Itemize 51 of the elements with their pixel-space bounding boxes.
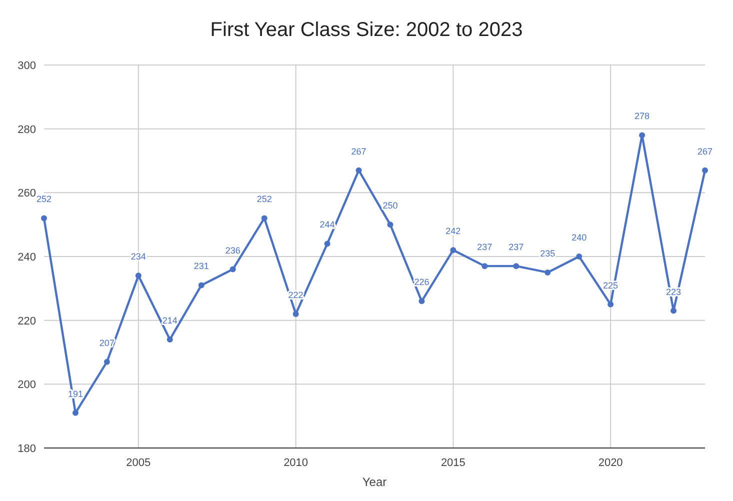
point bbox=[166, 336, 173, 342]
point bbox=[135, 272, 142, 279]
point bbox=[702, 167, 708, 174]
x-tick-label: 2015 bbox=[440, 457, 466, 469]
point bbox=[230, 266, 236, 272]
y-tick-label: 180 bbox=[18, 443, 36, 455]
data-label: 252 bbox=[36, 194, 52, 204]
data-label: 278 bbox=[634, 111, 650, 122]
data-label: 214 bbox=[162, 315, 178, 326]
point bbox=[72, 410, 78, 416]
point bbox=[387, 222, 394, 228]
point bbox=[544, 269, 551, 276]
data-label: 234 bbox=[130, 252, 146, 262]
x-tick-label: 2020 bbox=[598, 457, 623, 469]
x-tick-label: 2005 bbox=[126, 457, 151, 469]
point bbox=[450, 247, 456, 254]
point bbox=[324, 240, 330, 247]
data-label: 231 bbox=[194, 261, 209, 272]
y-tick-label: 240 bbox=[18, 252, 36, 264]
y-tick-label: 220 bbox=[18, 315, 36, 328]
x-axis-title: Year bbox=[362, 475, 387, 489]
y-tick-label: 280 bbox=[18, 124, 36, 136]
data-label: 237 bbox=[477, 242, 492, 252]
data-label: 267 bbox=[697, 146, 713, 156]
chart-title: First Year Class Size: 2002 to 2023 bbox=[210, 19, 523, 41]
data-label: 236 bbox=[225, 245, 240, 256]
point bbox=[356, 167, 362, 174]
point bbox=[513, 263, 520, 270]
y-tick-label: 200 bbox=[18, 379, 36, 392]
point bbox=[576, 254, 582, 260]
point bbox=[261, 215, 268, 222]
point bbox=[104, 358, 110, 365]
y-tick-label: 260 bbox=[18, 188, 36, 200]
data-label: 252 bbox=[256, 194, 272, 204]
point bbox=[482, 263, 488, 270]
point bbox=[608, 301, 614, 308]
data-label: 267 bbox=[351, 146, 366, 156]
data-label: 250 bbox=[382, 200, 398, 211]
point bbox=[639, 132, 646, 138]
data-label: 226 bbox=[414, 277, 430, 288]
point bbox=[198, 282, 204, 288]
data-label: 235 bbox=[540, 248, 556, 258]
point bbox=[41, 215, 47, 222]
data-label: 237 bbox=[508, 242, 524, 252]
data-label: 240 bbox=[572, 232, 587, 242]
x-tick-label: 2010 bbox=[284, 457, 308, 469]
point bbox=[418, 298, 425, 304]
y-tick-label: 300 bbox=[18, 60, 36, 72]
point bbox=[670, 308, 677, 314]
data-label: 242 bbox=[446, 226, 461, 236]
data-label: 244 bbox=[320, 220, 335, 230]
